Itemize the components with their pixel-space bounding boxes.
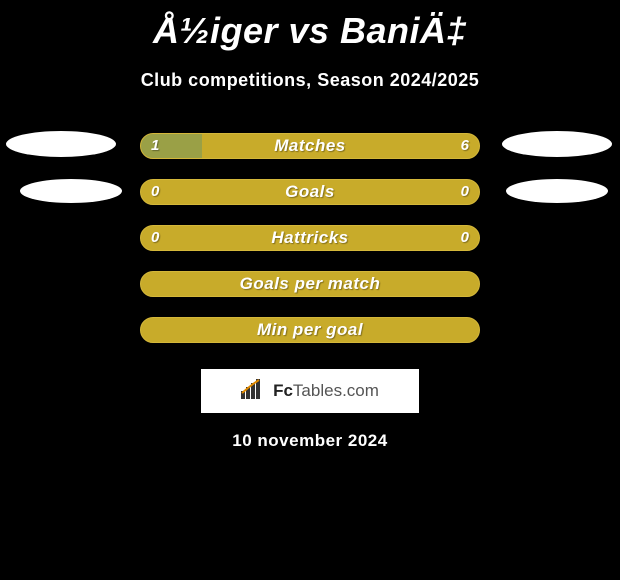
- bar-chart-icon: [241, 379, 267, 404]
- player-right-avatar: [502, 131, 612, 157]
- stat-row: 00Goals: [0, 167, 620, 213]
- stat-label: Goals per match: [141, 272, 479, 296]
- logo-text-bold: Fc: [273, 381, 293, 400]
- stat-rows: 16Matches 00Goals 00Hattricks Goals per mat…: [0, 121, 620, 351]
- stat-bar: Min per goal: [140, 317, 480, 343]
- page-title: Å½iger vs BaniÄ‡: [0, 0, 620, 52]
- source-logo: FcTables.com: [201, 369, 419, 413]
- stat-row: Goals per match: [0, 259, 620, 305]
- stat-bar: 16Matches: [140, 133, 480, 159]
- stat-label: Min per goal: [141, 318, 479, 342]
- comparison-card: Å½iger vs BaniÄ‡ Club competitions, Seas…: [0, 0, 620, 580]
- snapshot-date: 10 november 2024: [0, 431, 620, 451]
- logo-text: FcTables.com: [273, 381, 379, 401]
- page-subtitle: Club competitions, Season 2024/2025: [0, 70, 620, 91]
- stat-bar: 00Hattricks: [140, 225, 480, 251]
- stat-label: Matches: [141, 134, 479, 158]
- stat-label: Hattricks: [141, 226, 479, 250]
- player-left-avatar: [6, 131, 116, 157]
- stat-bar: Goals per match: [140, 271, 480, 297]
- stat-row: Min per goal: [0, 305, 620, 351]
- player-right-avatar: [506, 179, 608, 203]
- stat-row: 00Hattricks: [0, 213, 620, 259]
- stat-row: 16Matches: [0, 121, 620, 167]
- player-left-avatar: [20, 179, 122, 203]
- stat-label: Goals: [141, 180, 479, 204]
- logo-text-rest: Tables.com: [293, 381, 379, 400]
- stat-bar: 00Goals: [140, 179, 480, 205]
